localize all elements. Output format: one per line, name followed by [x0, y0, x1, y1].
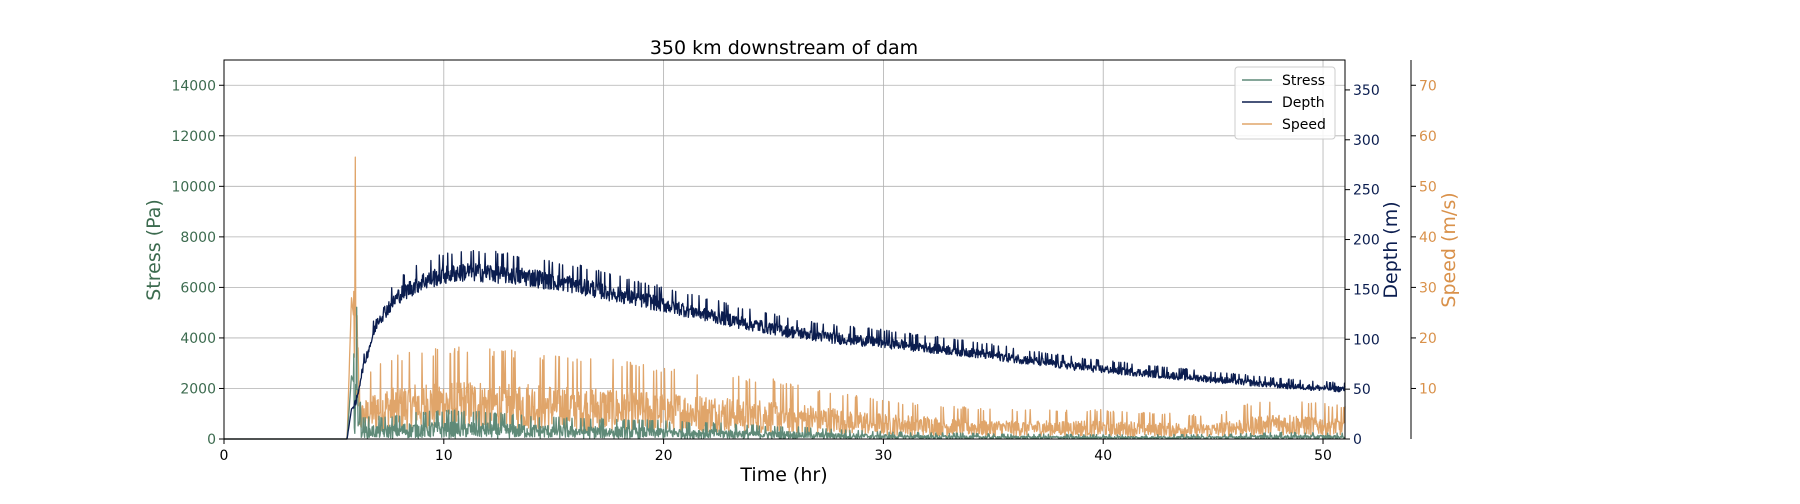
y-tick-label-speed: 70: [1419, 78, 1437, 94]
legend-label-speed: Speed: [1282, 117, 1326, 133]
y-tick-label-depth: 300: [1353, 133, 1380, 149]
plot-frame: [223, 59, 1346, 440]
x-tick-label: 50: [1314, 448, 1332, 464]
y-tick-label-stress: 14000: [171, 78, 216, 94]
y-tick-label-stress: 6000: [180, 280, 216, 296]
y-tick-label-stress: 8000: [180, 230, 216, 246]
y-tick-label-speed: 60: [1419, 129, 1437, 145]
x-tick-label: 0: [220, 448, 229, 464]
y-tick-label-stress: 2000: [180, 381, 216, 397]
y-tick-label-depth: 250: [1353, 183, 1380, 199]
y-tick-label-speed: 50: [1419, 179, 1437, 195]
x-tick-label: 20: [655, 448, 673, 464]
y-tick-label-depth: 50: [1353, 382, 1371, 398]
y-tick-label-stress: 4000: [180, 331, 216, 347]
y-axis-label-stress: Stress (Pa): [143, 199, 165, 301]
legend-label-stress: Stress: [1282, 73, 1325, 89]
y-tick-label-depth: 0: [1353, 432, 1362, 448]
series-line-speed: [223, 156, 1346, 440]
x-axis-label: Time (hr): [739, 464, 827, 486]
legend: Stress Depth Speed: [1234, 66, 1336, 140]
x-axis: 0 10 20 30 40 50: [220, 439, 1332, 464]
y-tick-label-depth: 100: [1353, 332, 1380, 348]
y-tick-label-depth: 150: [1353, 282, 1380, 298]
y-tick-label-depth: 200: [1353, 233, 1380, 249]
y-axes: 0 2000 4000 6000 8000 10000 12000 14000 0 50 100 15…: [171, 60, 1437, 448]
series-layer: [223, 156, 1346, 440]
y-tick-label-speed: 40: [1419, 230, 1437, 246]
y-tick-label-speed: 20: [1419, 331, 1437, 347]
legend-label-depth: Depth: [1282, 95, 1325, 111]
y-tick-label-speed: 10: [1419, 381, 1437, 397]
series-line-depth: [223, 249, 1346, 440]
x-tick-label: 30: [874, 448, 892, 464]
y-tick-label-stress: 12000: [171, 129, 216, 145]
y-axis-label-depth: Depth (m): [1380, 201, 1402, 298]
x-tick-label: 40: [1094, 448, 1112, 464]
legend-box: [1234, 66, 1336, 140]
y-axis-label-speed: Speed (m/s): [1438, 192, 1460, 307]
y-tick-label-stress: 10000: [171, 179, 216, 195]
y-tick-label-stress: 0: [207, 432, 216, 448]
y-tick-label-speed: 30: [1419, 280, 1437, 296]
y-tick-label-depth: 350: [1353, 83, 1380, 99]
x-tick-label: 10: [435, 448, 453, 464]
chart-title: 350 km downstream of dam: [650, 37, 918, 59]
